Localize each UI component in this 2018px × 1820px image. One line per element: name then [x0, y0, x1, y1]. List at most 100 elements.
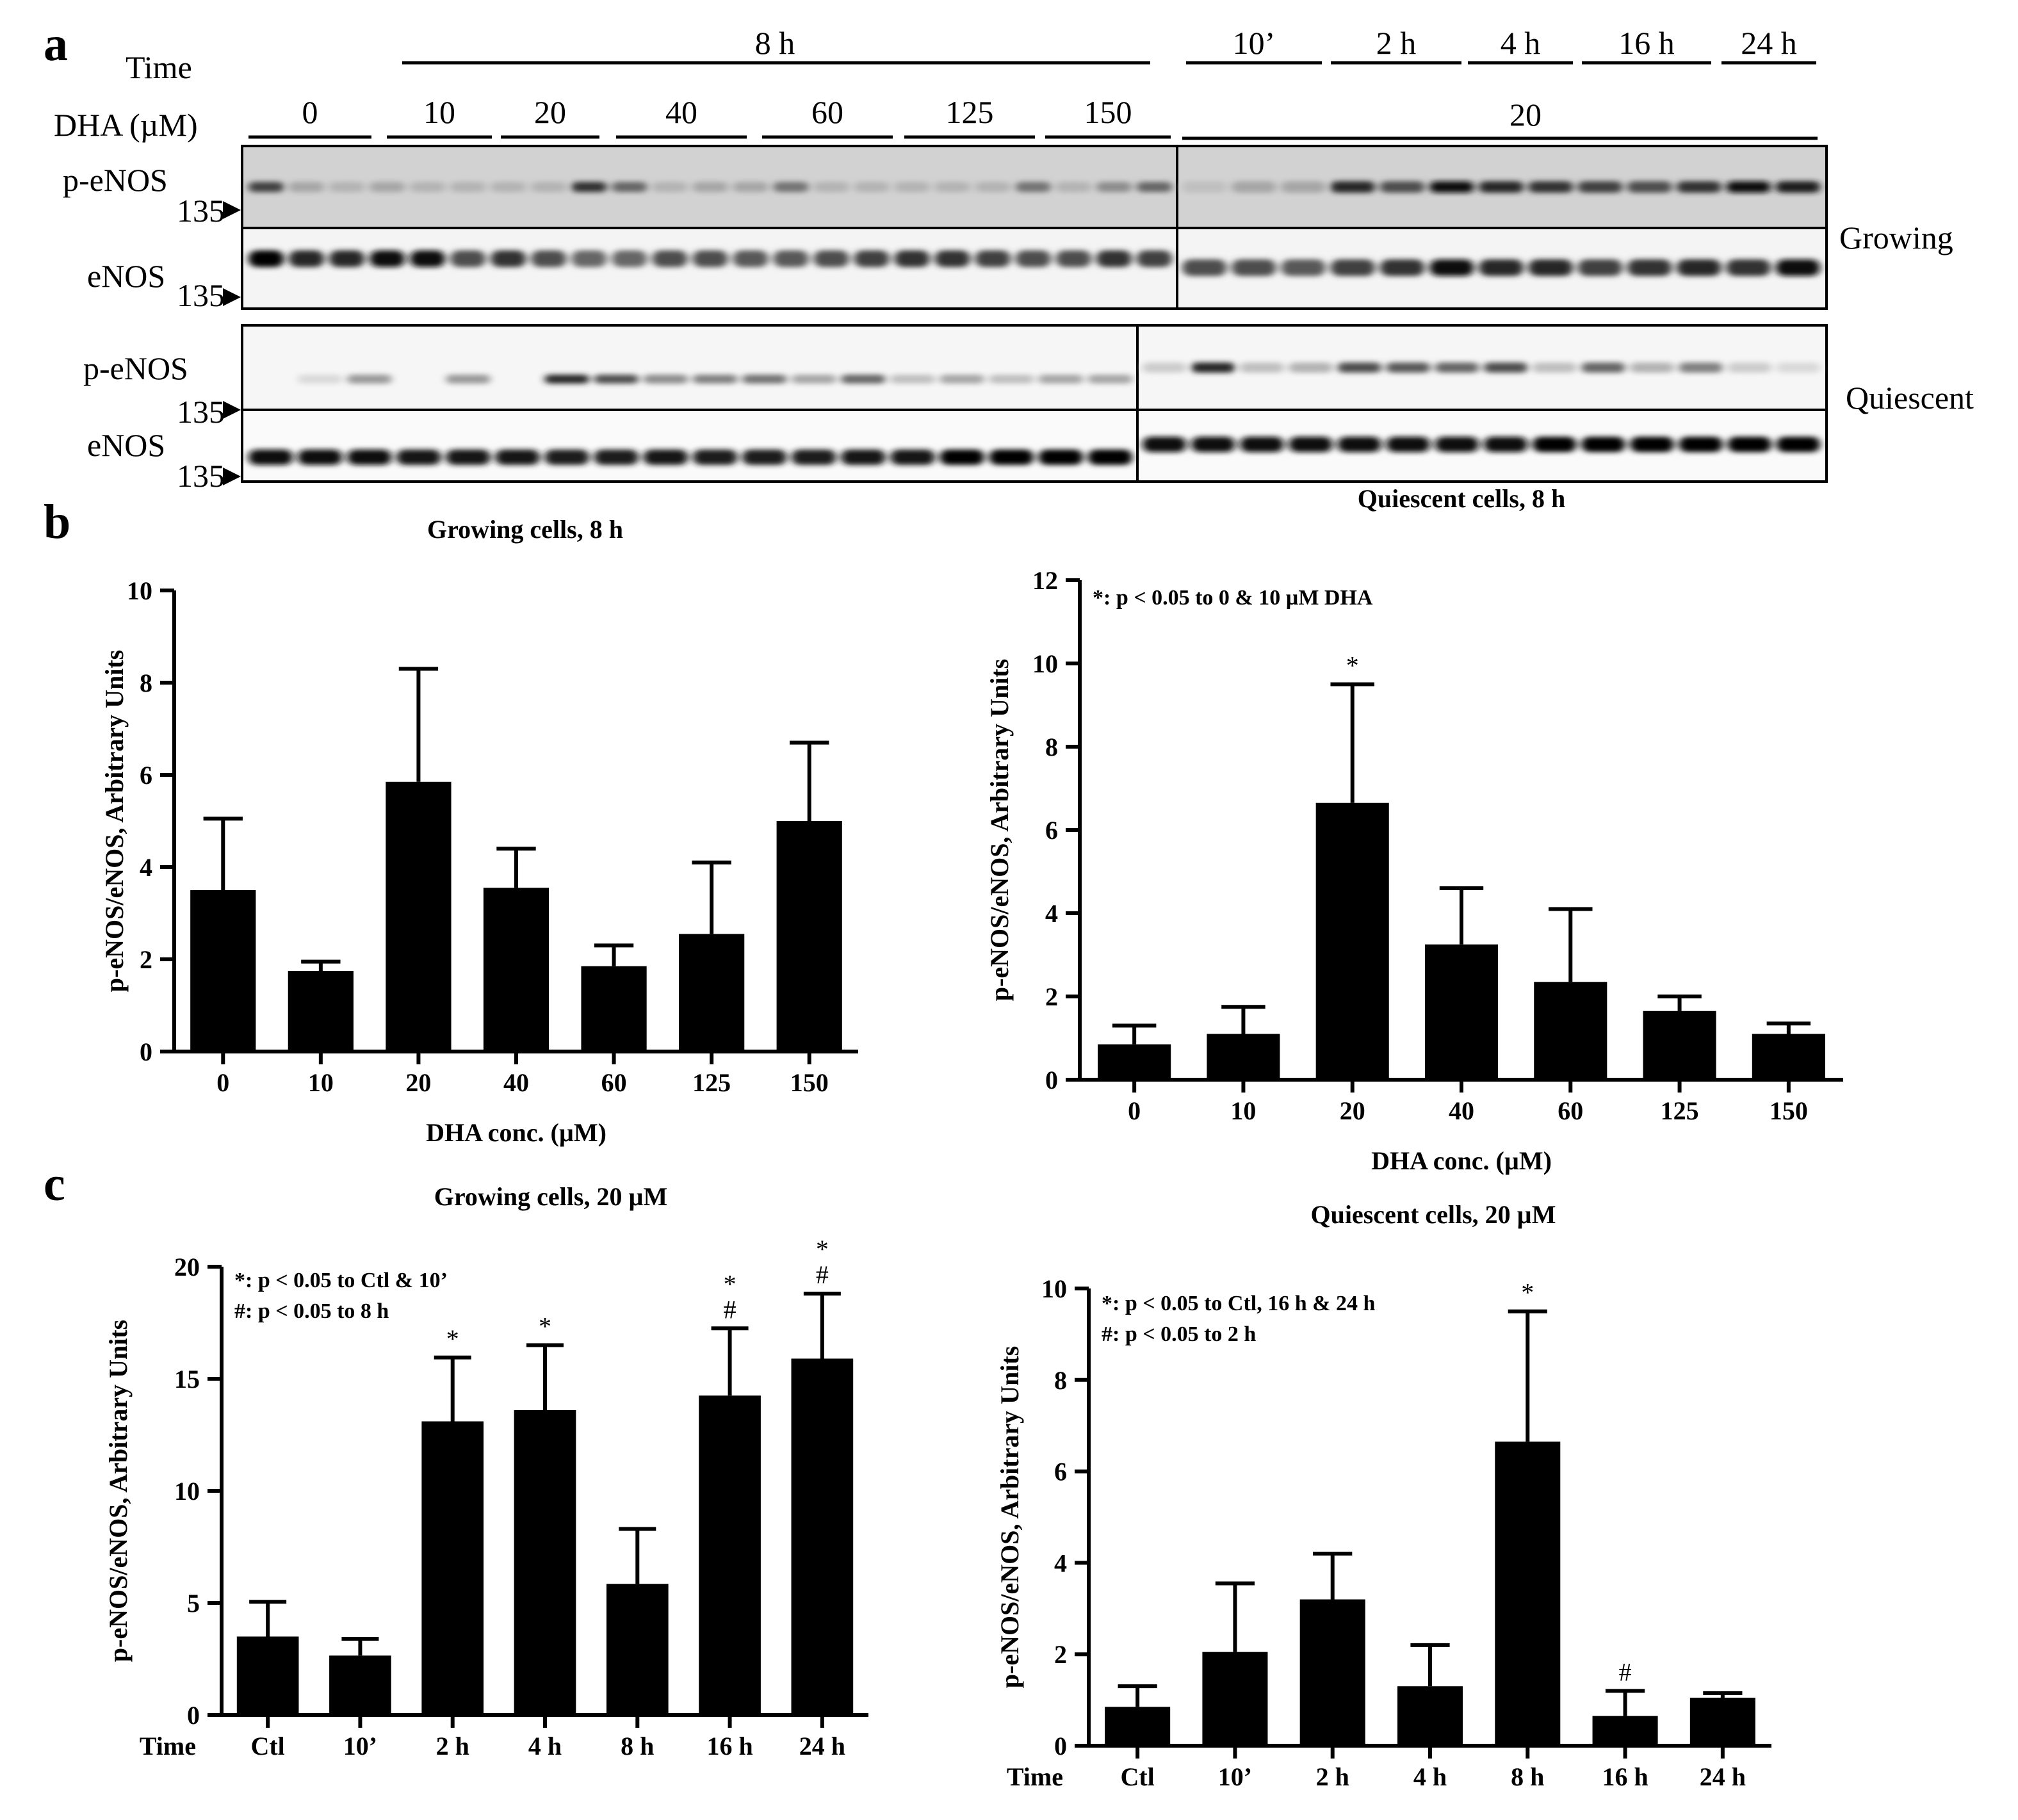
bar	[421, 1421, 484, 1715]
blot-band	[298, 450, 343, 465]
x-tick-label: 10’	[343, 1732, 377, 1760]
significance-mark: *	[816, 1235, 829, 1263]
x-tick-label: 4 h	[528, 1732, 562, 1760]
blot-band	[1289, 437, 1333, 452]
blot-band	[544, 450, 589, 465]
marker-135-4: 135	[177, 458, 225, 494]
blot-band	[329, 250, 365, 267]
blot-band	[1015, 182, 1051, 192]
marker-arrow-4	[223, 467, 241, 485]
marker-135-3: 135	[177, 394, 225, 430]
row-label-growing-enos: eNOS	[87, 258, 165, 294]
blot-band	[571, 182, 607, 192]
panel-letter-b: b	[44, 495, 70, 549]
blot-dha-label: DHA (µM)	[54, 107, 198, 143]
panel-letter-a: a	[44, 17, 68, 71]
blot-band	[894, 182, 930, 192]
blot-dha-group-label: 20	[534, 94, 566, 130]
bar	[1689, 1698, 1755, 1746]
annotation: *: p < 0.05 to 0 & 10 µM DHA	[1093, 586, 1373, 610]
blot-dha-group-label: 150	[1084, 94, 1132, 130]
chart-title: Growing cells, 20 µM	[434, 1182, 668, 1211]
blot-band	[1055, 250, 1091, 267]
y-tick-label: 15	[174, 1365, 200, 1393]
blot-band	[370, 250, 405, 267]
row-label-growing-p-enos: p-eNOS	[63, 162, 168, 198]
x-tick-label: Ctl	[250, 1732, 284, 1760]
blot-band	[773, 182, 809, 192]
x-tick-label: Ctl	[1120, 1762, 1154, 1791]
blot-band	[1191, 437, 1235, 452]
blot-band	[854, 182, 890, 192]
bar	[1643, 1011, 1716, 1080]
significance-mark: *	[1346, 651, 1359, 680]
blot-band	[1038, 450, 1083, 465]
x-tick-label: 20	[405, 1068, 431, 1097]
x-tick-label: 0	[216, 1068, 229, 1097]
blot-band	[396, 450, 441, 465]
blot-band	[1435, 437, 1479, 452]
significance-mark: #	[816, 1260, 829, 1289]
blot-band	[1679, 437, 1723, 452]
blot-band	[1435, 362, 1479, 373]
blot-band	[531, 182, 567, 192]
blot-band	[742, 450, 787, 465]
blot-band	[1484, 437, 1528, 452]
significance-mark: *	[724, 1269, 736, 1298]
blot-band	[773, 250, 809, 267]
blot-band	[1379, 259, 1425, 276]
blot-band	[854, 250, 890, 267]
blot-band	[1727, 437, 1771, 452]
blot-band	[841, 375, 886, 384]
annotation: *: p < 0.05 to Ctl, 16 h & 24 h	[1102, 1292, 1375, 1315]
blot-dha-group-label: 60	[811, 94, 843, 130]
blot-band	[1677, 181, 1721, 193]
blot-band	[940, 450, 984, 465]
blot-band	[1182, 181, 1227, 193]
blot-band	[1136, 182, 1172, 192]
blot-band	[934, 182, 970, 192]
y-tick-label: 10	[1041, 1274, 1067, 1303]
y-tick-label: 8	[1045, 733, 1058, 761]
blot-band	[1143, 437, 1187, 452]
blot-band	[446, 450, 491, 465]
x-tick-label: 0	[1128, 1096, 1141, 1125]
bar	[483, 888, 549, 1052]
blot-band	[248, 182, 284, 192]
blot-time-group-label: 24 h	[1741, 25, 1797, 61]
bar	[699, 1395, 761, 1715]
bar	[386, 781, 452, 1052]
blot-time-group-label: 16 h	[1618, 25, 1675, 61]
blot-dha-group-label: 10	[423, 94, 455, 130]
blot-band	[1479, 181, 1524, 193]
blot-band	[446, 375, 491, 384]
blot-dha-group-label: 0	[302, 94, 318, 130]
blot-band	[1679, 362, 1723, 373]
x-tick-label: 4 h	[1413, 1762, 1447, 1791]
bar	[606, 1584, 669, 1715]
blot-band	[1289, 362, 1333, 373]
blot-band	[1528, 259, 1573, 276]
blot-band	[693, 450, 738, 465]
blot-band	[1727, 362, 1771, 373]
blot-band	[289, 250, 325, 267]
blot-dha-right-label: 20	[1509, 97, 1542, 133]
blot-band	[1528, 181, 1573, 193]
blot-band	[1429, 181, 1474, 193]
row-label-quiescent-p-enos: p-eNOS	[83, 350, 188, 386]
blot-band	[248, 250, 284, 267]
blot-dha-group-label: 125	[946, 94, 994, 130]
x-tick-label: 8 h	[621, 1732, 654, 1760]
blot-band	[733, 182, 769, 192]
blot-band	[975, 182, 1011, 192]
blot-band	[1337, 437, 1381, 452]
y-tick-label: 4	[1045, 899, 1058, 928]
blot-band	[643, 450, 688, 465]
blot-band	[733, 250, 769, 267]
blot-time-group-label: 4 h	[1501, 25, 1541, 61]
y-tick-label: 6	[1054, 1458, 1067, 1486]
blot-band	[612, 182, 647, 192]
x-axis-label: DHA conc. (µM)	[1371, 1146, 1552, 1175]
bar	[1397, 1686, 1463, 1746]
